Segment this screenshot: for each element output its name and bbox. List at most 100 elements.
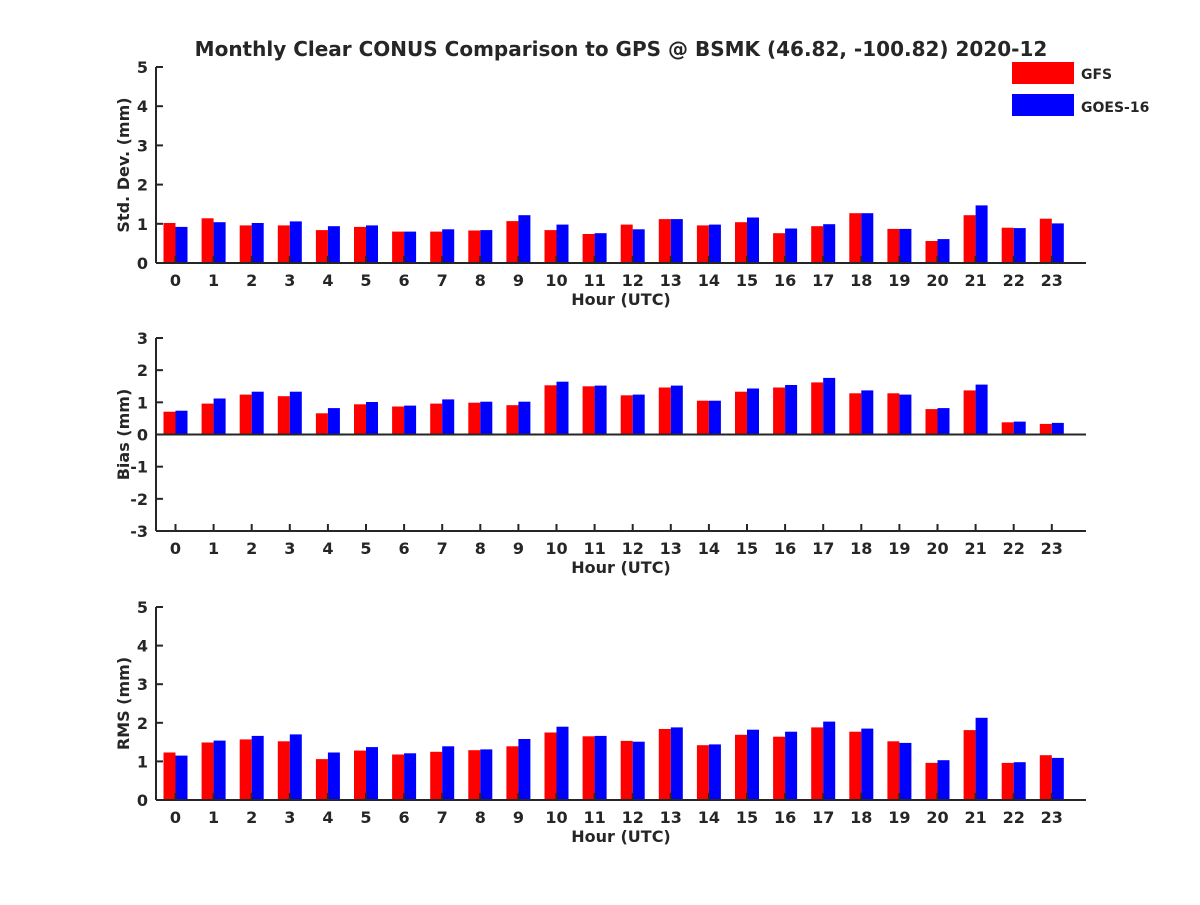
xtick-label-std: 8 <box>475 271 486 290</box>
ytick-label-rms: 2 <box>137 714 148 733</box>
bar-std-gfs-17 <box>811 226 824 263</box>
xtick-label-std: 3 <box>284 271 295 290</box>
xtick-label-bias: 18 <box>850 539 872 558</box>
bar-rms-gfs-0 <box>163 752 176 800</box>
bar-rms-goes16-1 <box>213 740 226 800</box>
ytick-label-std: 4 <box>137 97 148 116</box>
bar-rms-goes16-9 <box>518 739 531 800</box>
xlabel-rms: Hour (UTC) <box>571 827 671 846</box>
legend-label-goes16: GOES-16 <box>1081 100 1149 116</box>
bar-rms-gfs-14 <box>696 745 709 800</box>
xtick-label-bias: 8 <box>475 539 486 558</box>
xtick-label-std: 18 <box>850 271 872 290</box>
bar-bias-goes16-2 <box>251 391 264 435</box>
bar-std-gfs-19 <box>887 228 900 263</box>
bar-rms-gfs-2 <box>239 739 252 800</box>
xtick-label-rms: 17 <box>812 808 834 827</box>
xtick-label-bias: 12 <box>622 539 644 558</box>
bar-std-goes16-19 <box>899 228 912 263</box>
bar-bias-goes16-4 <box>327 408 340 435</box>
bar-std-goes16-2 <box>251 223 264 263</box>
xtick-label-rms: 1 <box>208 808 219 827</box>
bar-std-goes16-1 <box>213 222 226 263</box>
xtick-label-std: 2 <box>246 271 257 290</box>
bar-bias-gfs-1 <box>201 403 214 435</box>
xtick-label-rms: 16 <box>774 808 796 827</box>
bar-bias-gfs-15 <box>735 391 747 435</box>
bar-rms-goes16-13 <box>670 727 683 800</box>
bar-rms-gfs-19 <box>887 741 900 800</box>
xtick-label-bias: 9 <box>513 539 524 558</box>
bar-bias-gfs-23 <box>1039 423 1052 435</box>
bar-rms-goes16-4 <box>327 752 340 800</box>
xtick-label-std: 12 <box>622 271 644 290</box>
ytick-label-bias: 2 <box>137 361 148 380</box>
bar-std-gfs-16 <box>773 233 786 263</box>
bar-std-gfs-5 <box>354 226 366 263</box>
bar-std-goes16-20 <box>937 239 950 263</box>
bar-bias-gfs-4 <box>315 413 328 435</box>
bar-rms-goes16-16 <box>785 731 798 800</box>
legend-label-gfs: GFS <box>1081 67 1112 83</box>
ytick-label-bias: -2 <box>130 490 148 509</box>
bar-rms-goes16-20 <box>937 760 950 800</box>
ytick-label-bias: 3 <box>137 329 148 348</box>
xtick-label-rms: 8 <box>475 808 486 827</box>
bar-bias-goes16-11 <box>594 385 607 435</box>
xtick-label-std: 0 <box>170 271 181 290</box>
bar-std-gfs-6 <box>392 231 405 263</box>
bar-std-goes16-15 <box>747 217 759 263</box>
bar-bias-gfs-17 <box>811 382 824 435</box>
xtick-label-bias: 11 <box>583 539 605 558</box>
bar-rms-gfs-11 <box>582 736 595 800</box>
xtick-label-std: 20 <box>926 271 948 290</box>
xtick-label-std: 19 <box>888 271 910 290</box>
bar-rms-gfs-5 <box>354 750 366 800</box>
bar-bias-goes16-15 <box>747 388 759 435</box>
legend-swatch-goes16 <box>1012 94 1074 116</box>
bar-std-goes16-13 <box>670 219 683 263</box>
ytick-label-bias: 1 <box>137 393 148 412</box>
bar-bias-gfs-14 <box>696 400 709 435</box>
ylabel-std: Std. Dev. (mm) <box>114 97 133 232</box>
bar-std-gfs-21 <box>963 215 976 263</box>
bar-rms-goes16-7 <box>442 746 455 800</box>
bar-rms-gfs-23 <box>1039 755 1052 800</box>
bar-std-gfs-12 <box>620 224 633 263</box>
bar-std-goes16-8 <box>480 230 493 263</box>
bar-bias-goes16-0 <box>175 410 188 435</box>
bar-std-goes16-23 <box>1051 223 1064 263</box>
ytick-label-rms: 5 <box>137 598 148 617</box>
bar-bias-gfs-13 <box>658 387 671 435</box>
bar-bias-gfs-9 <box>506 405 519 435</box>
ytick-label-bias: -1 <box>130 458 148 477</box>
bar-bias-goes16-16 <box>785 385 798 435</box>
bar-bias-gfs-2 <box>239 394 252 435</box>
bar-rms-gfs-6 <box>392 754 405 800</box>
bar-bias-goes16-22 <box>1013 421 1026 435</box>
bar-std-gfs-7 <box>430 231 443 263</box>
xtick-label-std: 21 <box>964 271 986 290</box>
xtick-label-bias: 1 <box>208 539 219 558</box>
xlabel-std: Hour (UTC) <box>571 290 671 309</box>
ytick-label-std: 5 <box>137 58 148 77</box>
bar-std-goes16-11 <box>594 233 607 263</box>
bar-rms-gfs-4 <box>315 759 328 800</box>
xtick-label-rms: 23 <box>1041 808 1063 827</box>
xtick-label-bias: 15 <box>736 539 758 558</box>
xtick-label-bias: 5 <box>360 539 371 558</box>
ylabel-bias: Bias (mm) <box>114 389 133 481</box>
ytick-label-rms: 1 <box>137 752 148 771</box>
bar-rms-gfs-7 <box>430 751 443 801</box>
xtick-label-std: 16 <box>774 271 796 290</box>
bar-rms-gfs-3 <box>277 741 290 800</box>
xtick-label-bias: 0 <box>170 539 181 558</box>
bar-rms-goes16-18 <box>861 728 874 800</box>
bar-bias-gfs-22 <box>1001 422 1014 435</box>
bar-rms-gfs-16 <box>773 736 786 800</box>
ytick-label-rms: 4 <box>137 637 148 656</box>
xtick-label-std: 17 <box>812 271 834 290</box>
bar-std-goes16-0 <box>175 226 188 263</box>
